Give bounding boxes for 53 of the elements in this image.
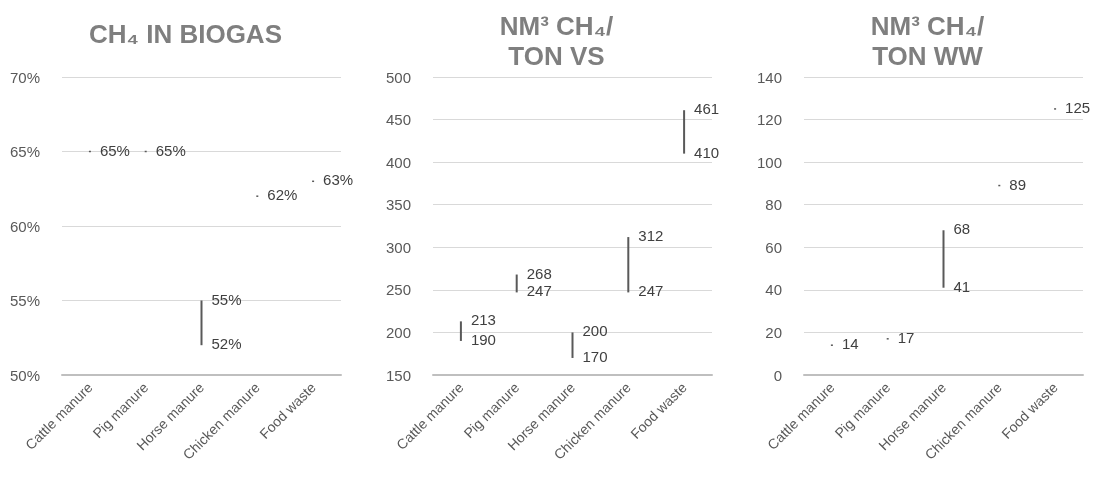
y-tick-label: 400 <box>385 153 411 171</box>
annotation: 200 <box>582 322 608 340</box>
y-tick-label: 120 <box>756 111 782 129</box>
annotation: 63% <box>323 171 354 189</box>
y-tick-label: 55% <box>9 292 40 309</box>
y-tick-label: 150 <box>385 366 411 384</box>
chart-title: CH₄ IN BIOGAS <box>89 19 282 49</box>
annotation: 65% <box>155 141 186 159</box>
y-tick-label: 60% <box>9 217 40 235</box>
y-tick-label: 350 <box>385 196 411 214</box>
y-tick-label: 200 <box>385 323 411 341</box>
annotation: 410 <box>694 143 720 161</box>
bar <box>683 110 686 154</box>
y-tick-label: 70% <box>9 68 40 86</box>
annotation: 247 <box>638 282 664 300</box>
bar <box>200 300 203 346</box>
annotation: 65% <box>99 141 130 159</box>
annotation: 89 <box>1009 175 1026 193</box>
chart-title: NM³ CH₄/ TON WW <box>870 11 985 71</box>
y-tick-label: 65% <box>9 143 40 160</box>
y-tick-label: 60 <box>765 238 782 256</box>
y-tick-label: 50% <box>9 366 40 384</box>
y-tick-label: 140 <box>756 68 782 86</box>
y-tick-label: 80 <box>765 196 782 214</box>
y-tick-label: 250 <box>385 281 411 299</box>
y-tick-label: 0 <box>773 366 782 384</box>
y-tick-label: 40 <box>765 281 782 299</box>
annotation: 247 <box>526 282 552 300</box>
y-tick-label: 450 <box>385 111 411 129</box>
y-tick-label: 20 <box>765 323 782 341</box>
bar <box>459 321 462 341</box>
annotation: 170 <box>582 347 608 365</box>
annotation: 62% <box>267 186 298 204</box>
annotation: 268 <box>526 264 552 282</box>
annotation: 213 <box>470 311 496 329</box>
annotation: 461 <box>694 100 720 118</box>
annotation: 41 <box>953 277 971 295</box>
y-tick-label: 100 <box>756 153 782 171</box>
chart-title: NM³ CH₄/ TON VS <box>499 11 614 71</box>
bar <box>942 230 945 288</box>
annotation: 68 <box>953 220 971 238</box>
bar <box>627 237 630 293</box>
annotation: 125 <box>1065 98 1091 116</box>
bar <box>515 274 518 293</box>
bar <box>571 332 574 358</box>
annotation: 17 <box>897 328 915 346</box>
y-tick-label: 500 <box>385 68 411 86</box>
annotation: 14 <box>841 335 859 353</box>
annotation: 312 <box>638 227 664 245</box>
annotation: 55% <box>211 290 242 308</box>
y-tick-label: 300 <box>385 238 411 256</box>
annotation: 52% <box>211 335 242 353</box>
annotation: 190 <box>470 330 496 348</box>
